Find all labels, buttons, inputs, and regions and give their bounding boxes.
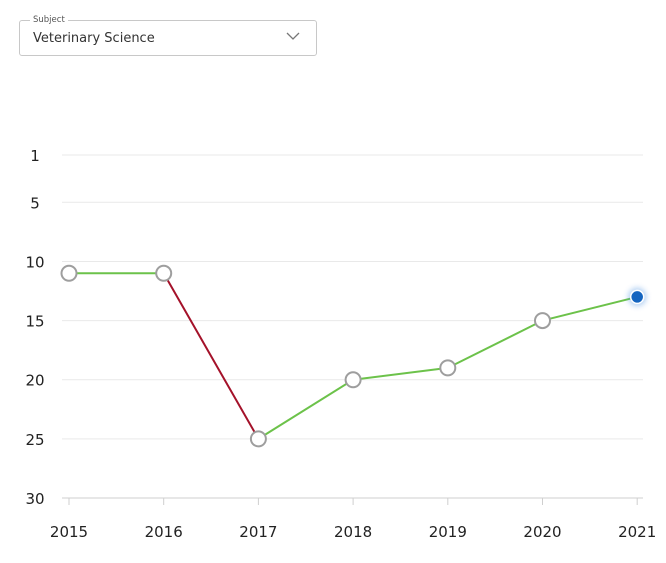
- y-tick-label: 15: [25, 313, 44, 331]
- chevron-down-icon: [286, 32, 300, 40]
- line-segment-improve: [352, 366, 449, 381]
- y-tick-label: 10: [25, 253, 44, 271]
- data-point[interactable]: [155, 264, 173, 282]
- data-point[interactable]: [249, 430, 267, 448]
- x-tick-label: 2016: [145, 523, 183, 541]
- line-segment-improve: [446, 319, 544, 369]
- y-tick-label: 1: [30, 147, 40, 165]
- y-tick-label: 20: [25, 372, 44, 390]
- line-segment-improve: [257, 378, 355, 440]
- data-point[interactable]: [344, 371, 362, 389]
- y-tick-label: 30: [25, 490, 44, 508]
- data-point[interactable]: [439, 359, 457, 377]
- x-tick-label: 2019: [429, 523, 467, 541]
- x-tick-label: 2020: [523, 523, 561, 541]
- y-tick-label: 5: [30, 194, 40, 212]
- x-tick-label: 2015: [50, 523, 88, 541]
- x-tick-label: 2021: [618, 523, 656, 541]
- subject-select[interactable]: Subject Veterinary Science: [19, 14, 317, 56]
- data-point[interactable]: [60, 264, 78, 282]
- x-tick-label: 2018: [334, 523, 372, 541]
- y-tick-label: 25: [25, 431, 44, 449]
- subject-select-label: Subject: [30, 14, 68, 26]
- line-segment-improve: [541, 295, 639, 322]
- data-point[interactable]: [534, 312, 551, 330]
- x-tick-label: 2017: [239, 523, 277, 541]
- data-point-current[interactable]: [629, 289, 645, 305]
- line-segment-decline: [162, 272, 260, 440]
- subject-select-value: Veterinary Science: [33, 31, 155, 46]
